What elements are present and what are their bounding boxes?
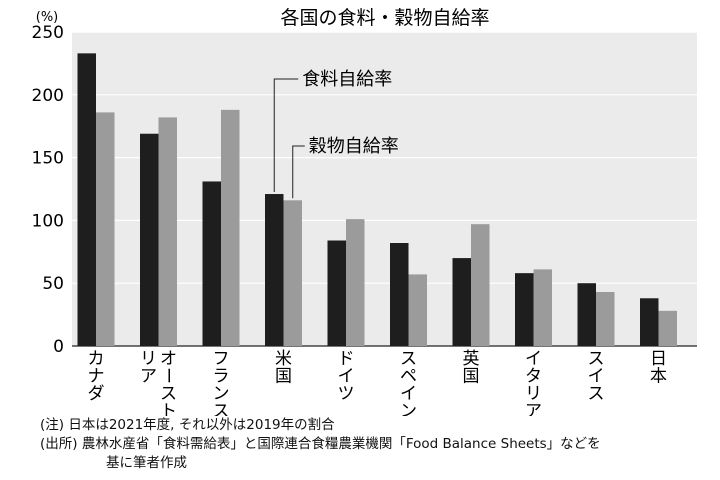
svg-text:イ: イ [400, 384, 417, 404]
svg-text:ツ: ツ [338, 384, 355, 404]
svg-text:イ: イ [588, 367, 605, 387]
bar-grain [471, 224, 490, 346]
bars [77, 53, 677, 347]
x-tick-label: 日本 [650, 349, 667, 387]
svg-text:ラ: ラ [213, 367, 230, 387]
source-line-continued: 基に筆者作成 [106, 455, 187, 471]
chart-title: 各国の食料・穀物自給率 [280, 7, 489, 29]
x-tick-label: 英国 [463, 349, 480, 387]
bar-food [202, 181, 221, 346]
bar-food [77, 53, 96, 347]
y-tick-label: 250 [32, 23, 64, 43]
y-tick-label: 0 [53, 337, 64, 357]
bar-food [515, 273, 534, 346]
bar-grain [346, 219, 365, 346]
svg-text:ド: ド [338, 349, 355, 369]
y-axis-unit: (%) [36, 10, 59, 25]
svg-text:カ: カ [88, 349, 105, 369]
bar-food [265, 194, 284, 346]
x-tick-label: 米国 [275, 349, 292, 387]
svg-text:ス: ス [588, 349, 605, 369]
bar-grain [96, 112, 115, 346]
svg-text:日: 日 [650, 349, 667, 369]
svg-text:イ: イ [338, 367, 355, 387]
y-tick-label: 150 [32, 149, 64, 169]
bar-food [577, 283, 596, 346]
legend-label-grain: 穀物自給率 [309, 136, 399, 157]
svg-text:英: 英 [463, 349, 480, 369]
footnotes: (注) 日本は2021年度, それ以外は2019年の割合 (出所) 農林水産省「… [40, 416, 601, 473]
bar-grain [596, 291, 615, 346]
svg-text:タ: タ [525, 367, 542, 387]
svg-text:ア: ア [525, 402, 542, 417]
svg-text:ア: ア [140, 367, 157, 387]
svg-text:ダ: ダ [88, 384, 105, 404]
bar-grain [158, 117, 177, 347]
svg-text:米: 米 [275, 349, 292, 369]
legend-leader-grain [292, 145, 305, 199]
svg-text:ス: ス [400, 349, 417, 369]
legend-label-food: 食料自給率 [302, 69, 392, 90]
svg-text:ス: ス [160, 384, 177, 404]
bar-grain [283, 200, 302, 346]
svg-text:ン: ン [400, 402, 417, 417]
svg-text:国: 国 [463, 367, 480, 387]
bar-food [140, 133, 159, 346]
x-tick-label: スイス [588, 349, 605, 404]
y-axis-ticks: 0 50 100 150 200 250 [32, 23, 64, 357]
y-tick-label: 100 [32, 211, 64, 231]
y-tick-label: 200 [32, 86, 64, 106]
bar-grain [408, 274, 427, 346]
svg-text:ト: ト [160, 402, 177, 417]
bar-grain [658, 310, 677, 346]
source-line: (出所) 農林水産省「食料需給表」と国際連合食糧農業機関「Food Balanc… [40, 436, 601, 452]
x-tick-label: カナダ [88, 349, 105, 404]
bar-food [640, 298, 659, 346]
x-tick-label: オーストラリア [140, 349, 178, 416]
svg-text:ナ: ナ [88, 367, 105, 387]
svg-text:リ: リ [525, 384, 542, 404]
svg-text:ン: ン [213, 384, 230, 404]
svg-text:ー: ー [158, 367, 178, 384]
legend-leader-food [273, 78, 299, 193]
bar-grain [533, 269, 552, 346]
svg-text:イ: イ [525, 349, 542, 369]
bar-food [390, 243, 409, 346]
bar-food [452, 258, 471, 346]
note-line: (注) 日本は2021年度, それ以外は2019年の割合 [40, 417, 335, 433]
svg-text:リ: リ [140, 349, 157, 369]
x-tick-label: ドイツ [338, 349, 355, 404]
svg-text:ス: ス [588, 384, 605, 404]
y-tick-label: 50 [42, 274, 64, 294]
svg-text:オ: オ [160, 349, 177, 369]
svg-text:本: 本 [650, 367, 667, 387]
bar-grain [221, 109, 240, 346]
svg-text:ス: ス [213, 402, 230, 417]
svg-text:国: 国 [275, 367, 292, 387]
svg-text:ペ: ペ [400, 367, 417, 387]
x-axis-labels: カナダオーストラリアフランス米国ドイツスペイン英国イタリアスイス日本 [88, 349, 668, 416]
svg-text:フ: フ [213, 349, 230, 369]
bar-food [327, 240, 346, 346]
